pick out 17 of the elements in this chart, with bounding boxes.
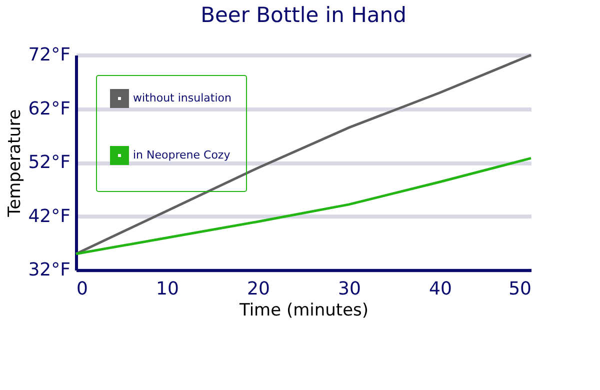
legend-label: in Neoprene Cozy — [133, 148, 231, 162]
y-axis-title: Temperature — [5, 109, 26, 218]
x-tick-label: 40 — [429, 278, 452, 300]
y-tick-label: 62°F — [28, 98, 70, 120]
x-tick-label: 0 — [76, 278, 88, 300]
y-tick-label: 72°F — [28, 44, 70, 66]
x-tick-label: 50 — [508, 278, 532, 300]
x-tick-label: 20 — [247, 278, 270, 300]
x-axis-title: Time (minutes) — [238, 300, 369, 320]
y-tick-label: 32°F — [28, 260, 70, 280]
y-tick-label: 52°F — [28, 152, 70, 173]
y-tick-label: 42°F — [28, 206, 70, 227]
x-tick-label: 30 — [338, 278, 361, 300]
x-tick-label: 10 — [156, 278, 179, 300]
line-series — [74, 54, 532, 256]
chart-title: Beer Bottle in Hand — [200, 3, 406, 27]
legend-label: without insulation — [133, 92, 232, 104]
